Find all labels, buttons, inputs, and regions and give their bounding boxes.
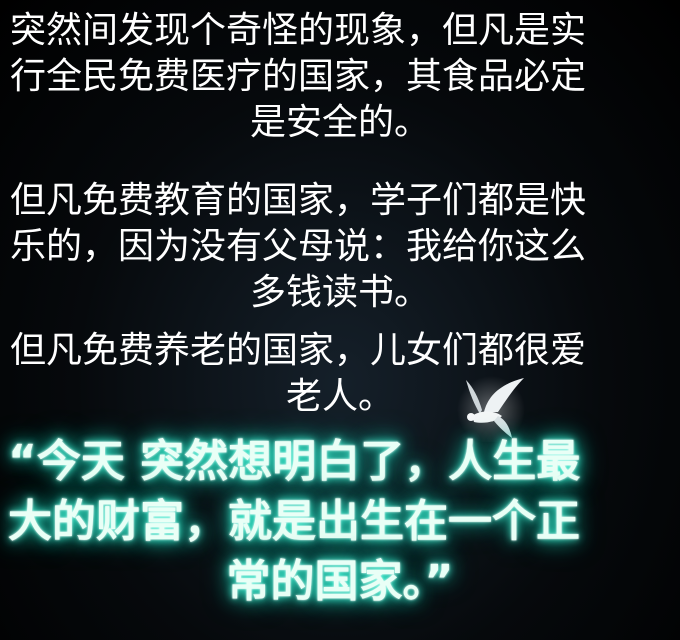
paragraph-line: 行全民免费医疗的国家，其食品必定 [10,56,587,97]
quote-line: “今天 突然想明白了，人生最 [8,436,581,487]
paragraph-line: 乐的，因为没有父母说：我给你这么 [10,226,587,267]
paragraph-education: 但凡免费教育的国家，学子们都是快 乐的，因为没有父母说：我给你这么 多钱读书。 [0,178,680,316]
highlight-quote: “今天 突然想明白了，人生最 大的财富，就是出生在一个正 常的国家。” [0,432,680,612]
paragraph-line: 老人。 [285,376,394,417]
paragraph-food-safety: 突然间发现个奇怪的现象，但凡是实 行全民免费医疗的国家，其食品必定 是安全的。 [0,8,680,146]
quote-line: 大的财富，就是出生在一个正 [8,496,580,547]
paragraph-line: 是安全的。 [249,102,430,143]
dove-icon [457,376,525,442]
quote-line: 常的国家。” [226,556,454,607]
paragraph-line: 但凡免费养老的国家，儿女们都很爱 [10,330,587,371]
paragraph-line: 但凡免费教育的国家，学子们都是快 [10,180,587,221]
paragraph-elderly-care: 但凡免费养老的国家，儿女们都很爱 老人。 [0,328,680,420]
paragraph-line: 多钱读书。 [249,272,430,313]
paragraph-line: 突然间发现个奇怪的现象，但凡是实 [10,10,587,51]
